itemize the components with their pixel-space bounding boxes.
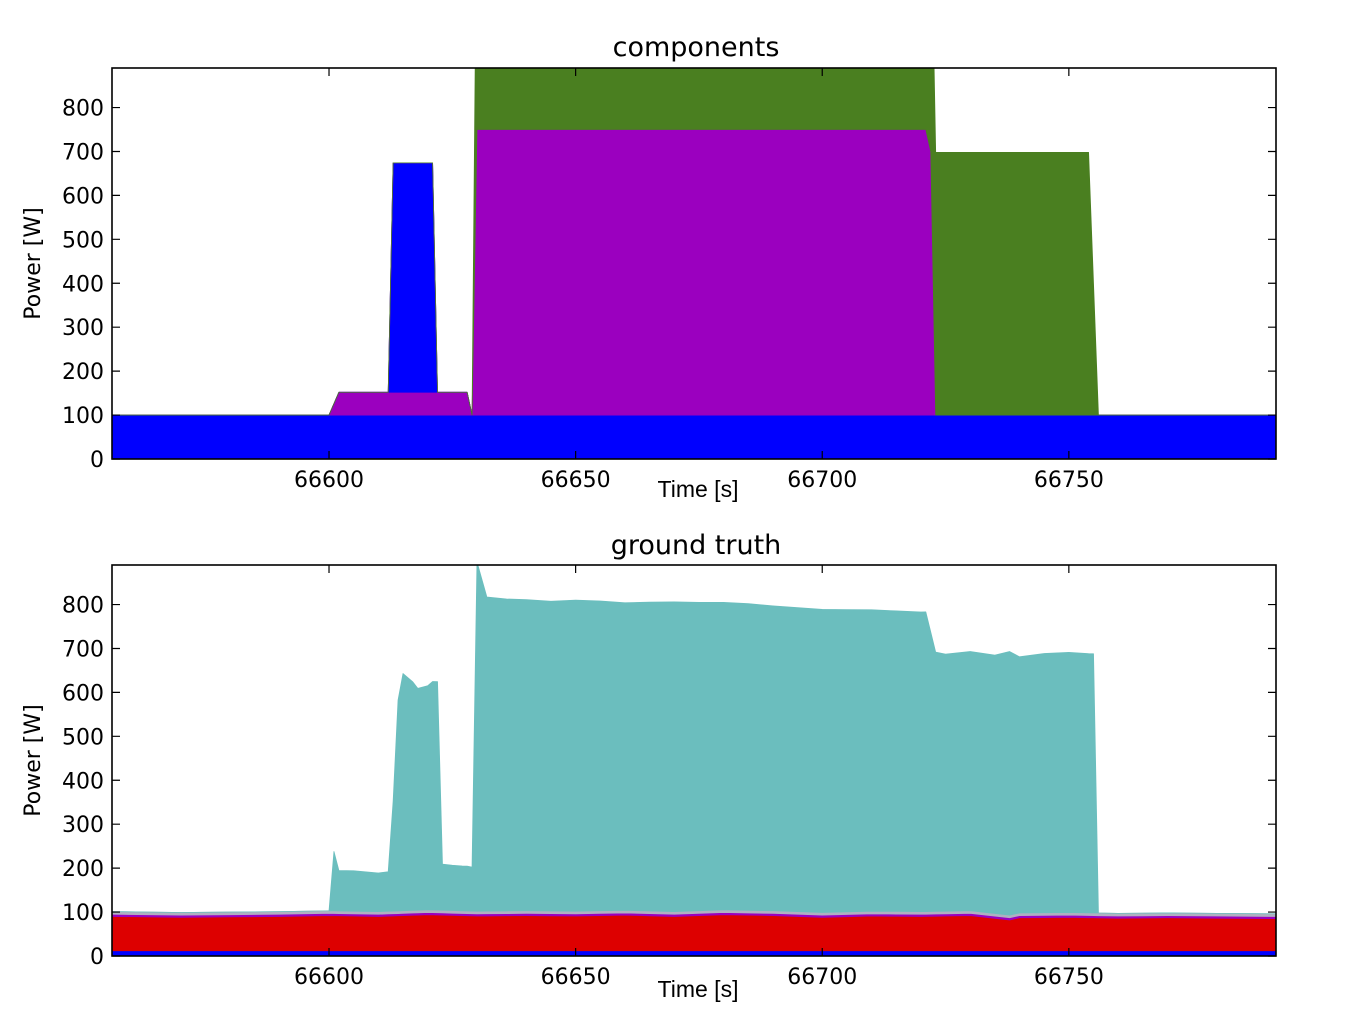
components-ytick-label: 200 [62,360,104,385]
ground-truth-xtick-label: 66700 [787,965,857,990]
components-plot-frame [111,67,1277,460]
ground-truth-area-series-1 [112,914,1276,952]
ground-truth-xtick-label: 66600 [294,965,364,990]
ground-truth-ytick-label: 600 [62,681,104,706]
ground-truth-ytick-label: 500 [62,725,104,750]
components-xtick-label: 66750 [1034,468,1104,493]
components-ytick-label: 800 [62,97,104,122]
ground-truth-xtick-label: 66750 [1034,965,1104,990]
components-ytick-label: 100 [62,404,104,429]
components-areas [112,68,1276,459]
components-xtick-label: 66650 [541,468,611,493]
components-chart: 66600 66650 66700 66750 0 100 200 300 400 500 600 7… [21,32,1277,502]
components-title: components [613,32,780,63]
ground-truth-ylabel: Power [W] [21,704,46,816]
components-ytick-label: 400 [62,272,104,297]
ground-truth-ytick-label: 100 [62,901,104,926]
ground-truth-ytick-label: 0 [90,945,104,970]
ground-truth-xtick-label: 66650 [541,965,611,990]
ground-truth-ytick-label: 300 [62,813,104,838]
components-ytick-label: 600 [62,184,104,209]
ground-truth-ytick-label: 800 [62,594,104,619]
ground-truth-title: ground truth [611,530,782,561]
ground-truth-xlabel: Time [s] [658,976,739,1002]
ground-truth-ytick-label: 700 [62,637,104,662]
components-area-series-0 [112,414,1276,459]
components-ytick-label: 300 [62,316,104,341]
ground-truth-ytick-label: 200 [62,857,104,882]
ground-truth-chart: 66600 66650 66700 66750 0 100 200 300 400 500 600 7… [21,530,1277,1002]
ground-truth-plot-frame [111,564,1277,957]
components-area-series-4 [112,68,1276,416]
components-ytick-label: 500 [62,228,104,253]
components-xlabel: Time [s] [658,476,739,502]
components-ytick-label: 0 [90,448,104,473]
ground-truth-ytick-label: 400 [62,769,104,794]
components-xtick-label: 66700 [787,468,857,493]
components-ytick-label: 700 [62,140,104,165]
ground-truth-areas [112,565,1276,956]
components-area-series-3 [112,129,1276,416]
ground-truth-area-series-4 [112,565,1276,916]
components-ylabel: Power [W] [21,207,46,319]
components-xtick-label: 66600 [294,468,364,493]
